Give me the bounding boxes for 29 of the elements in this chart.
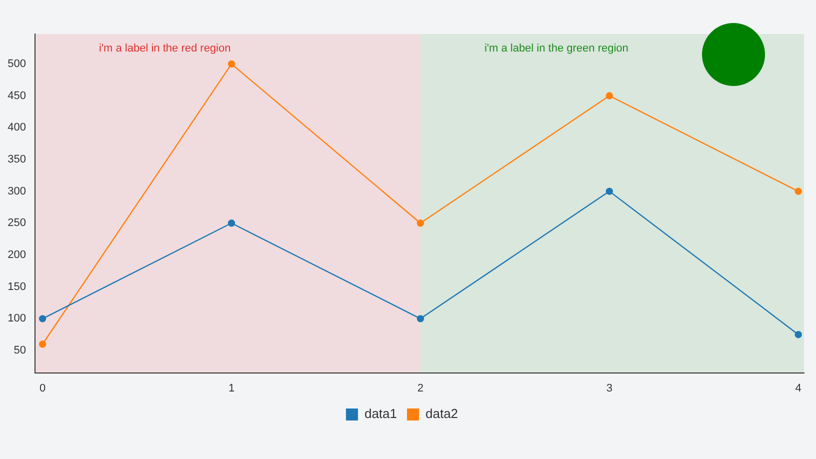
y-tick-label: 50 — [14, 344, 26, 357]
point — [38, 340, 46, 348]
point — [228, 60, 236, 68]
point — [416, 220, 424, 227]
y-tick-label: 500 — [8, 58, 26, 70]
y-tick-label: 100 — [8, 312, 26, 325]
x-tick-label: 2 — [417, 382, 424, 394]
legend-label: data2 — [426, 406, 458, 422]
y-tick-label: 350 — [8, 153, 26, 166]
point — [794, 188, 802, 195]
point — [416, 315, 424, 322]
band-label: i'm a label in the green region — [484, 42, 628, 55]
x-tick-label: 4 — [795, 382, 802, 394]
x-tick-label: 3 — [606, 382, 612, 394]
y-tick-label: 450 — [8, 90, 26, 102]
point — [228, 220, 236, 227]
point — [794, 330, 802, 338]
point — [606, 188, 613, 195]
band-label: i'm a label in the red region — [99, 42, 231, 55]
y-tick-label: 200 — [8, 249, 26, 262]
legend-label: data1 — [364, 406, 398, 422]
y-tick-label: 400 — [8, 122, 26, 134]
x-tick-label: 0 — [39, 382, 46, 394]
x-tick-label: 1 — [228, 382, 235, 394]
y-tick-label: 300 — [8, 185, 26, 198]
point — [38, 315, 46, 322]
y-tick-label: 250 — [8, 217, 26, 230]
y-tick-label: 150 — [8, 280, 26, 293]
point — [606, 92, 613, 100]
